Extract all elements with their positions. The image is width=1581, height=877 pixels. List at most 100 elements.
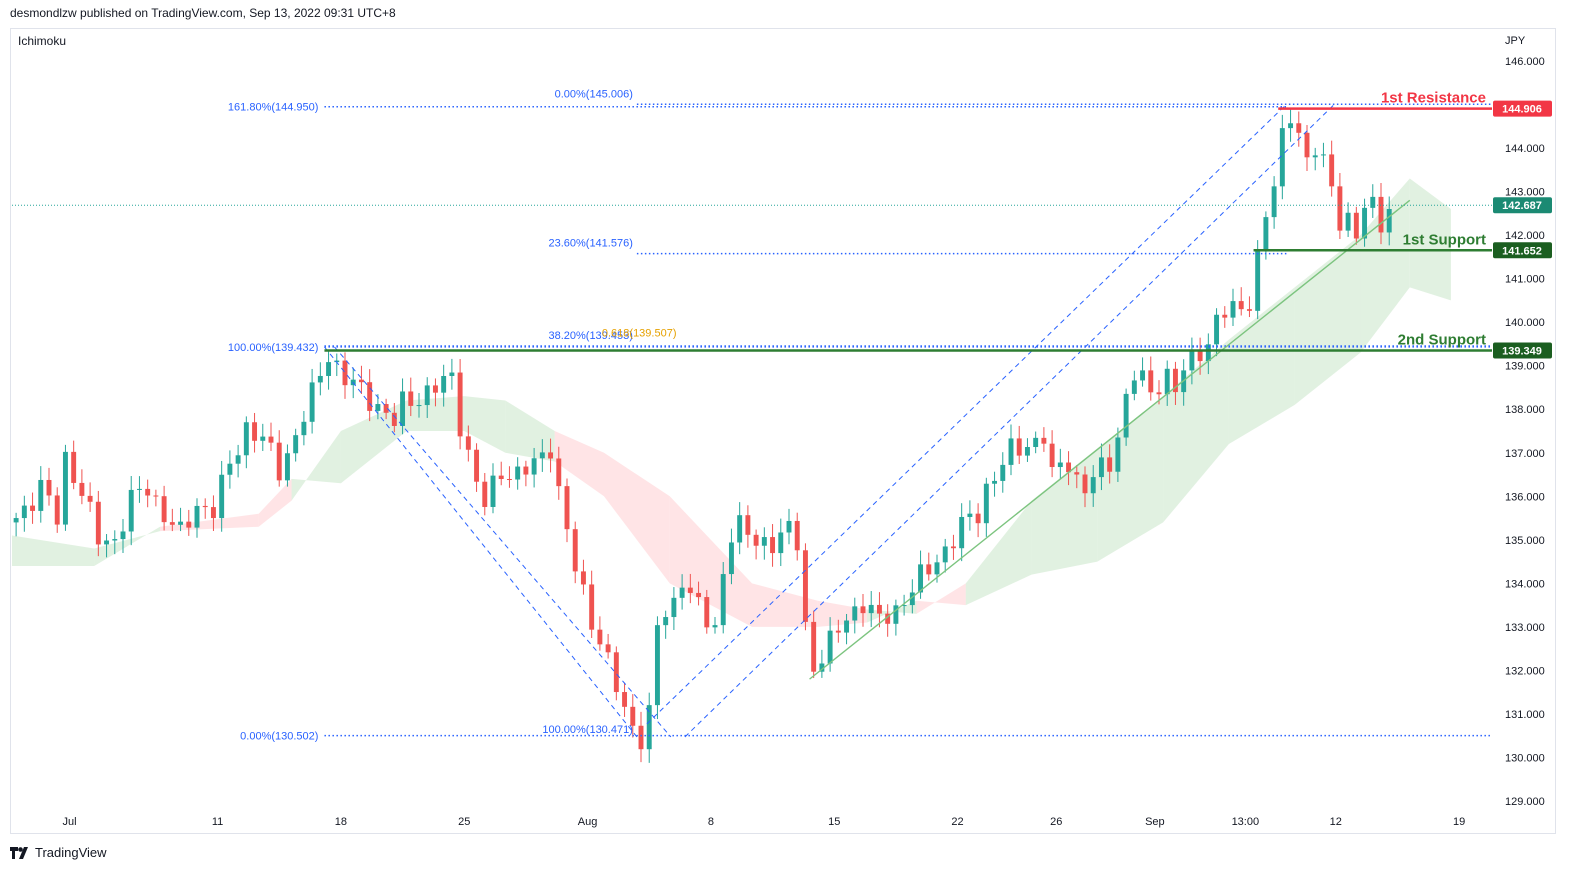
candle [1205, 344, 1211, 362]
candle [260, 436, 266, 441]
fib-channel-line [646, 103, 1287, 725]
candle [950, 546, 956, 549]
candle [745, 515, 751, 535]
candle [1033, 437, 1039, 448]
candle [252, 422, 258, 441]
candle [186, 521, 192, 528]
support-trendline [809, 199, 1411, 680]
candle [844, 620, 850, 633]
candle [1082, 474, 1088, 494]
candle [317, 375, 323, 383]
price-tag-label: 142.687 [1502, 200, 1542, 212]
candle [128, 489, 134, 532]
candle [580, 571, 586, 585]
candle [819, 663, 825, 672]
candle [416, 405, 422, 407]
candle [909, 592, 915, 606]
candle [671, 597, 677, 618]
fib-level-label: 161.80%(144.950) [228, 102, 319, 114]
ichimoku-cloud-segment [12, 535, 95, 566]
fib-level-label: 0.00%(130.502) [240, 731, 318, 743]
candle [169, 522, 175, 525]
candle [926, 564, 932, 575]
candle [794, 520, 800, 551]
price-tick-label: 138.000 [1505, 404, 1545, 416]
price-tick-label: 134.000 [1505, 578, 1545, 590]
candle [268, 436, 274, 443]
fib-channel-line [334, 346, 672, 738]
candle [630, 706, 636, 726]
ichimoku-cloud-segment [1228, 287, 1295, 445]
level-label: 2nd Support [1398, 332, 1486, 349]
price-tick-label: 146.000 [1505, 56, 1545, 68]
price-tick-label: 143.000 [1505, 187, 1545, 199]
candle [597, 629, 603, 645]
candle [498, 475, 504, 480]
tradingview-logo[interactable]: TradingView [10, 845, 107, 860]
candle [1140, 370, 1146, 381]
candle [893, 605, 899, 624]
candle [712, 625, 718, 628]
price-tick-label: 140.000 [1505, 317, 1545, 329]
ichimoku-cloud-segment [554, 431, 604, 497]
candle [646, 705, 652, 750]
fib-level-label: 38.20%(139.453) [548, 330, 632, 342]
candle [876, 604, 882, 614]
candle [13, 518, 19, 523]
fib-level-label: 100.00%(130.471) [542, 724, 633, 736]
candle [202, 505, 208, 508]
candle [539, 452, 545, 459]
candle [153, 495, 159, 497]
candle [761, 537, 767, 546]
candle [30, 505, 36, 511]
candle [728, 542, 734, 575]
candle [38, 479, 44, 511]
candle [375, 404, 381, 411]
candle [161, 496, 167, 523]
publisher-header: desmondlzw published on TradingView.com,… [10, 6, 396, 20]
ichimoku-cloud-segment [867, 600, 917, 623]
candle [696, 592, 702, 598]
price-tag-label: 141.652 [1502, 245, 1542, 257]
candle [638, 725, 644, 750]
candle [474, 449, 480, 482]
ichimoku-cloud-segment [258, 478, 292, 527]
candle [457, 372, 463, 437]
candle [1288, 123, 1294, 129]
fib-channel-line [324, 346, 638, 738]
candle [942, 546, 948, 563]
time-tick-label: 13:00 [1232, 816, 1260, 828]
candle [1164, 368, 1170, 395]
price-tick-label: 132.000 [1505, 665, 1545, 677]
candle [868, 604, 874, 614]
candle [120, 531, 126, 540]
candle [441, 375, 447, 393]
indicator-label[interactable]: Ichimoku [18, 34, 67, 48]
candle [1172, 368, 1178, 393]
candle [885, 613, 891, 624]
candle [687, 587, 693, 593]
candle [1279, 128, 1285, 187]
candle [786, 520, 792, 533]
ichimoku-cloud-segment [1294, 235, 1361, 405]
candle [1090, 477, 1096, 494]
price-tag [1493, 342, 1552, 359]
candle [1041, 437, 1047, 444]
candle [506, 479, 512, 481]
time-tick-label: Sep [1145, 816, 1165, 828]
candle [309, 382, 315, 422]
candle [334, 360, 340, 363]
ichimoku-cloud-segment [1360, 178, 1410, 353]
candle [827, 630, 833, 664]
candle [860, 606, 866, 614]
ichimoku-cloud-segment [752, 583, 818, 627]
candle [1238, 301, 1244, 310]
ichimoku-cloud-segment [406, 396, 465, 431]
candle [276, 442, 282, 481]
price-tick-label: 129.000 [1505, 796, 1545, 808]
candle [737, 515, 743, 543]
candle [1329, 154, 1335, 187]
candle [1016, 438, 1022, 456]
ichimoku-cloud-segment [94, 526, 160, 566]
